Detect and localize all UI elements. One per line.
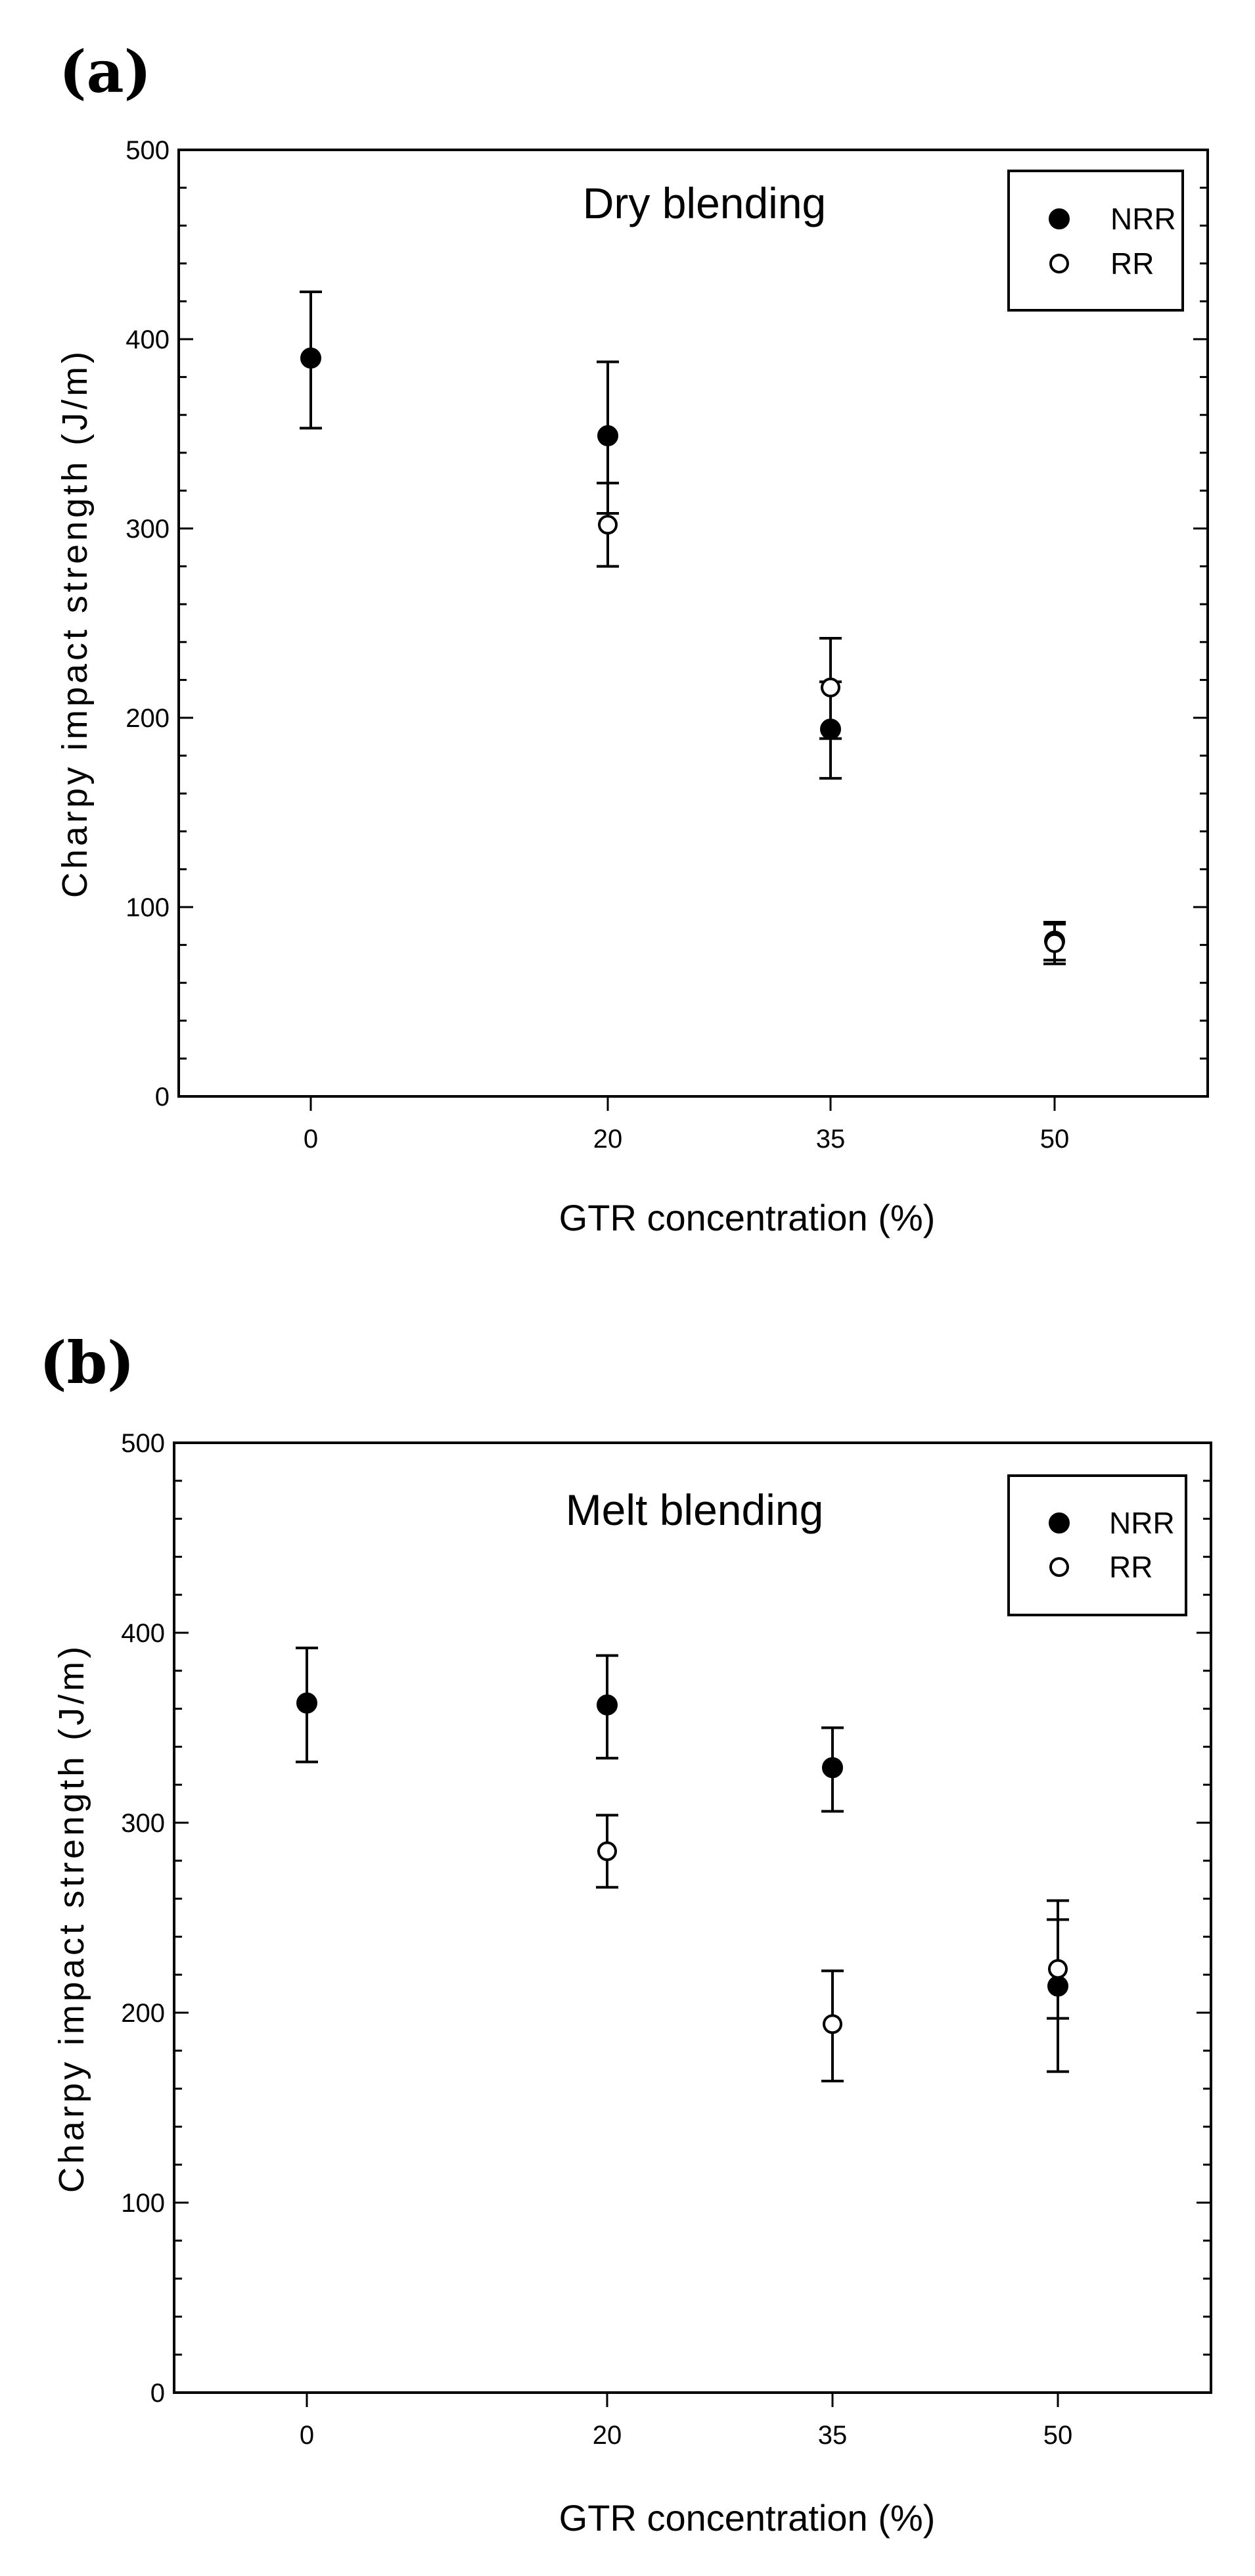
legend-label-nrr: NRR xyxy=(1110,202,1176,236)
y-tick-label: 500 xyxy=(121,1429,165,1458)
data-point-rr xyxy=(597,1841,617,1862)
legend-label-nrr: NRR xyxy=(1109,1506,1175,1540)
y-axis-label: Charpy impact strength (J/m) xyxy=(52,1643,91,2193)
y-axis: 0 100 200 300 400 500 xyxy=(121,1429,1211,2408)
data-point-rr xyxy=(598,515,618,535)
panel-label: (a) xyxy=(59,37,151,106)
x-axis-label: GTR concentration (%) xyxy=(559,1197,936,1238)
y-tick-label: 500 xyxy=(126,136,170,165)
data-point-nrr xyxy=(300,347,321,369)
data-point-nrr xyxy=(296,1692,317,1714)
legend-label-rr: RR xyxy=(1110,246,1154,281)
legend-label-rr: RR xyxy=(1109,1550,1152,1584)
data-point-nrr xyxy=(1047,1975,1068,1997)
x-tick-label: 0 xyxy=(304,1125,318,1154)
plot-frame xyxy=(173,1441,1212,2394)
legend-box xyxy=(1007,1474,1187,1616)
legend-marker-rr xyxy=(1049,254,1069,273)
y-tick-label: 300 xyxy=(121,1809,165,1838)
x-tick-label: 35 xyxy=(818,2421,848,2450)
data-point-rr xyxy=(823,2014,842,2034)
x-tick-label: 0 xyxy=(300,2421,314,2450)
y-tick-label: 100 xyxy=(126,893,170,922)
y-tick-label: 200 xyxy=(121,1999,165,2028)
chart-panel-b: (b) Melt blending Charpy impact strength… xyxy=(39,1328,1212,2539)
y-tick-label: 300 xyxy=(126,515,170,544)
x-tick-label: 20 xyxy=(593,2421,622,2450)
data-point-nrr xyxy=(822,1757,843,1779)
plot-frame xyxy=(177,149,1209,1098)
x-tick-label: 35 xyxy=(816,1125,846,1154)
chart-title: Dry blending xyxy=(583,179,827,227)
data-point-rr xyxy=(1045,933,1064,953)
chart-title: Melt blending xyxy=(566,1486,824,1534)
y-axis: 0 100 200 300 400 500 xyxy=(126,136,1208,1112)
x-axis: 0 20 35 50 xyxy=(300,2393,1072,2450)
legend: NRR RR xyxy=(1007,170,1184,312)
x-tick-label: 50 xyxy=(1043,2421,1073,2450)
x-tick-label: 50 xyxy=(1040,1125,1070,1154)
data-markers xyxy=(300,347,1065,953)
y-tick-label: 0 xyxy=(150,2379,165,2408)
data-point-nrr xyxy=(597,1694,618,1716)
legend-marker-nrr xyxy=(1049,1512,1070,1534)
y-tick-label: 0 xyxy=(155,1083,170,1112)
data-point-nrr xyxy=(820,718,841,740)
chart-panel-a: (a) Dry blending Charpy impact strength … xyxy=(55,37,1209,1238)
data-point-rr xyxy=(1048,1959,1068,1979)
x-axis-label: GTR concentration (%) xyxy=(559,2497,936,2539)
legend: NRR RR xyxy=(1007,1474,1187,1616)
legend-marker-nrr xyxy=(1049,208,1070,229)
panel-label: (b) xyxy=(39,1328,135,1397)
y-tick-label: 100 xyxy=(121,2189,165,2218)
legend-marker-rr xyxy=(1049,1557,1069,1577)
data-point-rr xyxy=(821,677,840,697)
legend-box xyxy=(1007,170,1184,312)
data-markers xyxy=(296,1692,1068,2034)
x-tick-label: 20 xyxy=(593,1125,623,1154)
y-tick-label: 400 xyxy=(121,1619,165,1648)
y-tick-label: 400 xyxy=(126,325,170,354)
x-axis: 0 20 35 50 xyxy=(304,1096,1069,1154)
y-tick-label: 200 xyxy=(126,704,170,733)
y-axis-label: Charpy impact strength (J/m) xyxy=(55,348,95,898)
data-point-nrr xyxy=(597,425,618,446)
